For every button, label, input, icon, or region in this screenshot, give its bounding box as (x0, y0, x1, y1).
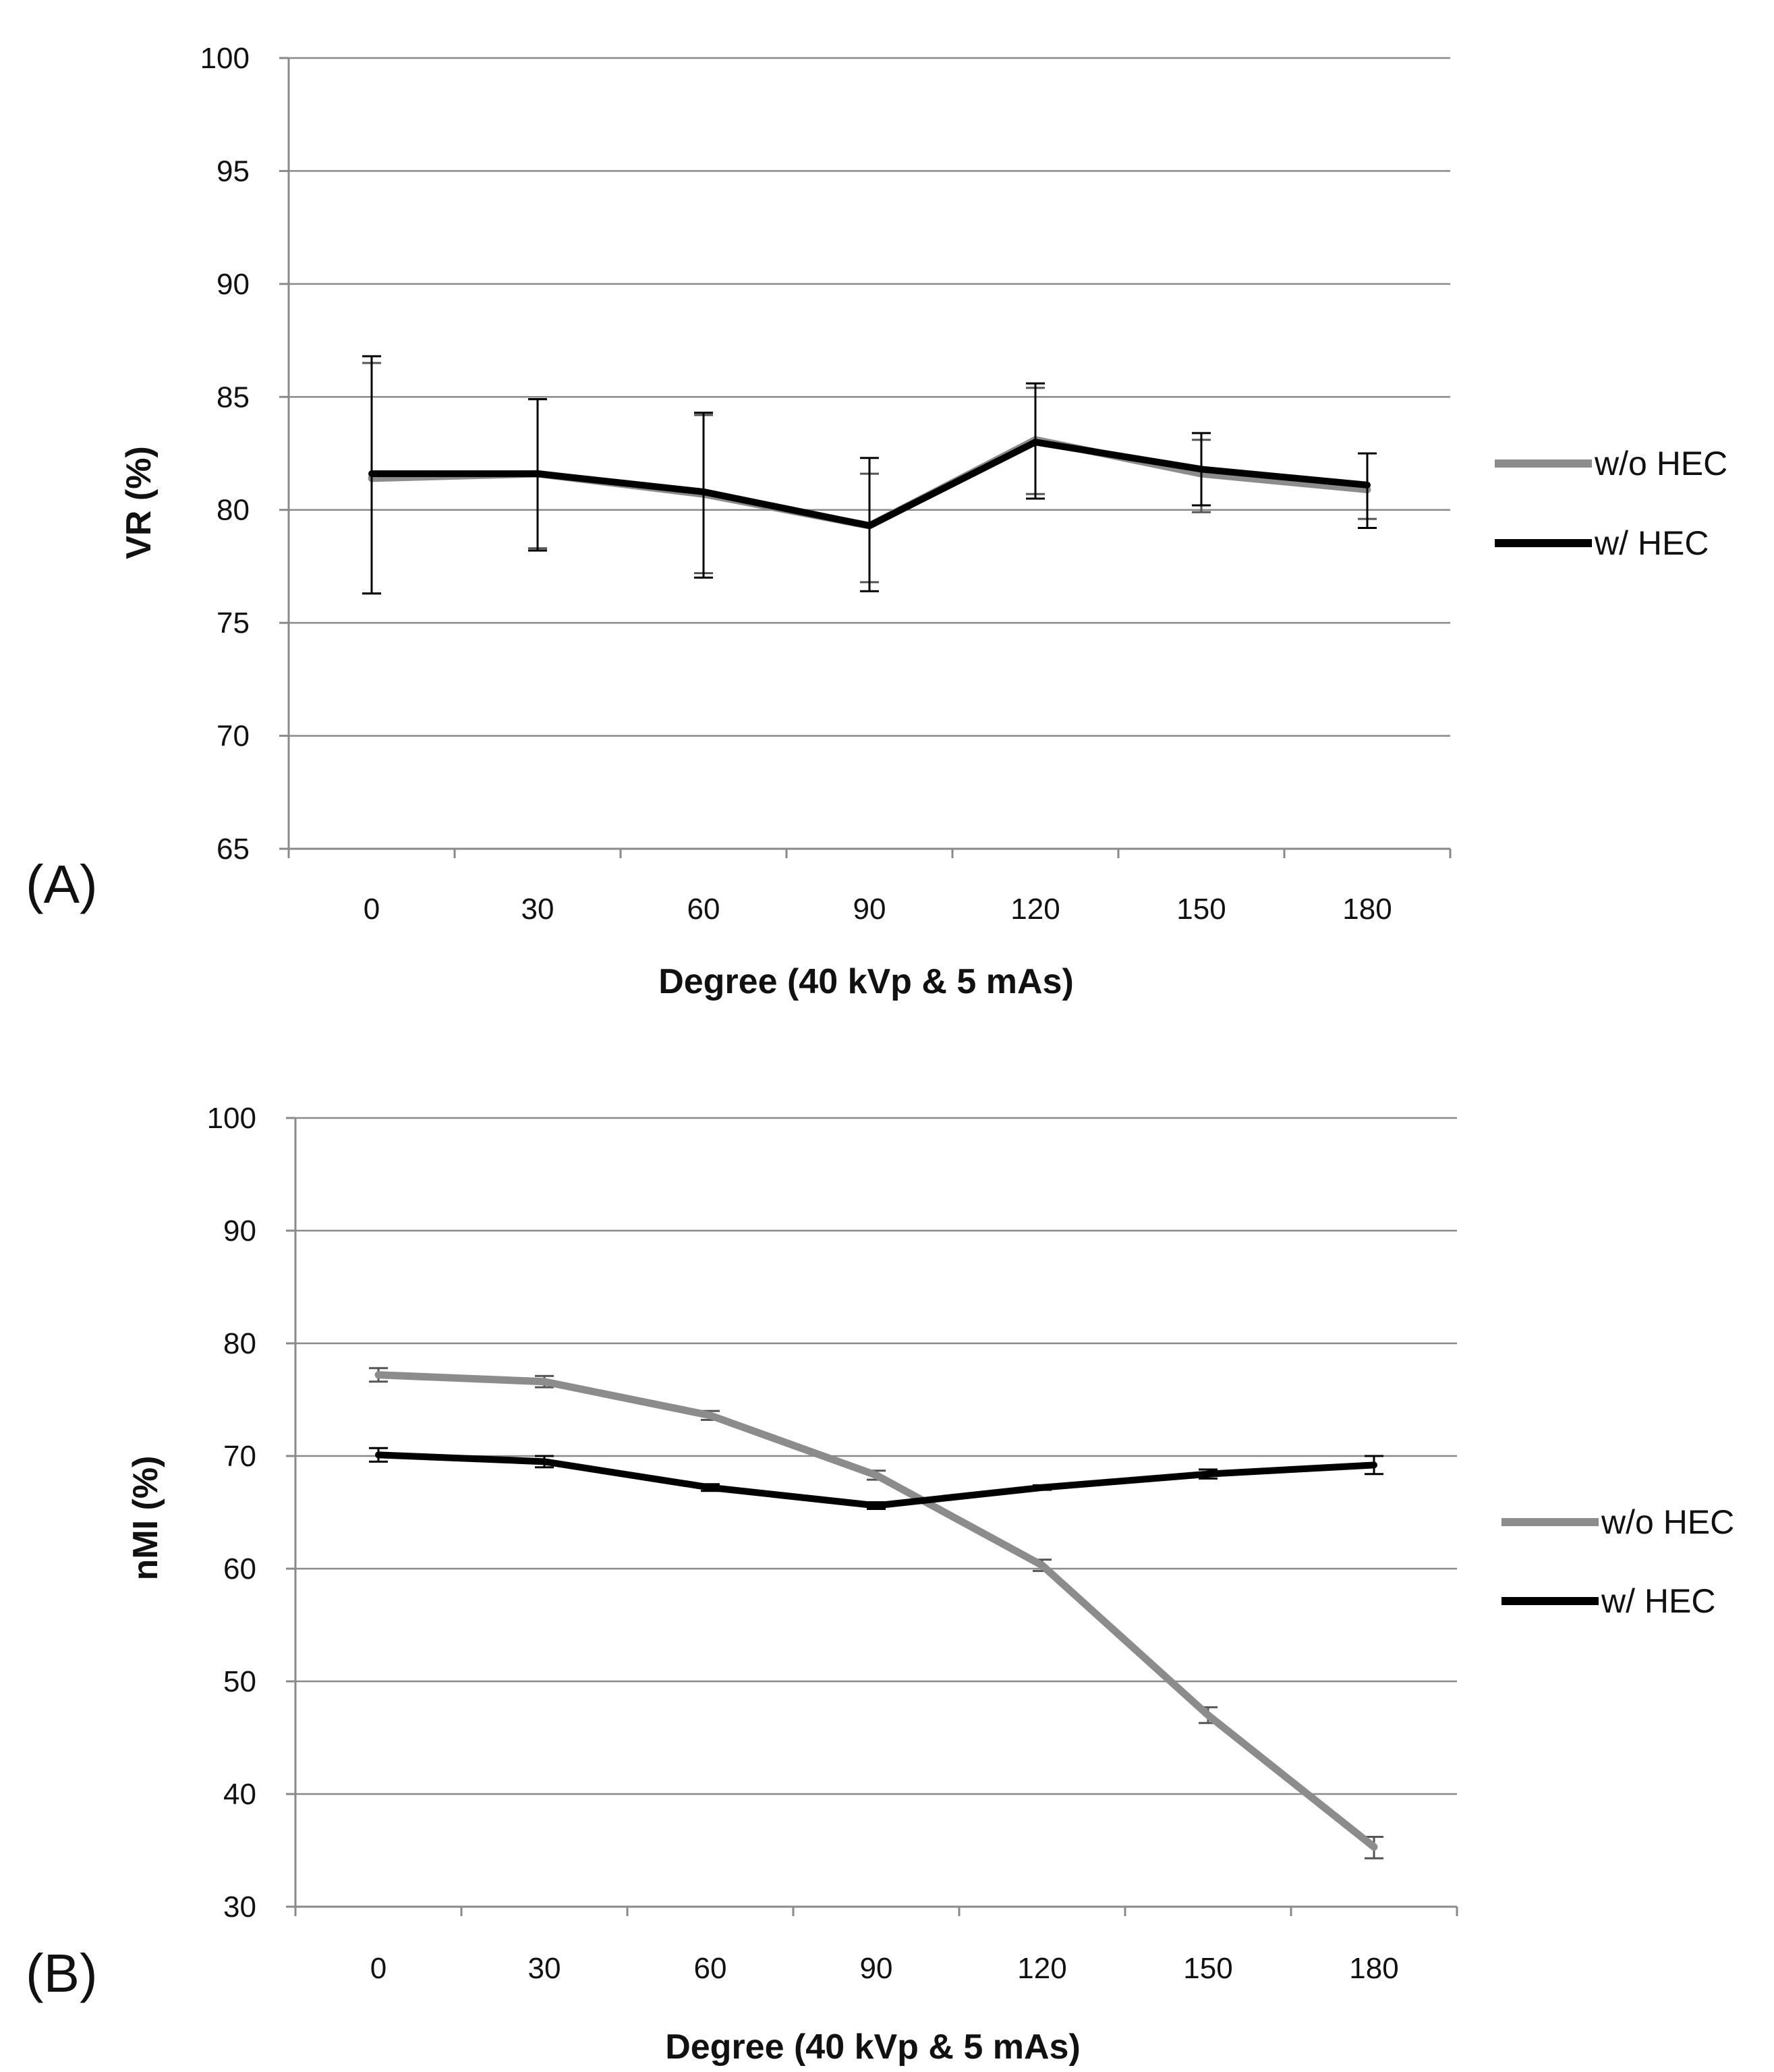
panel-b-y-tick-label: 50 (223, 1665, 256, 1698)
panel-b-y-tick-label: 30 (223, 1891, 256, 1924)
panel-b-legend-label-w-hec: w/ HEC (1601, 1582, 1715, 1620)
panel-a-x-tick-label: 150 (1176, 893, 1226, 926)
panel-a-x-tick-label: 120 (1010, 893, 1060, 926)
panel-a-gridlines (289, 57, 1450, 737)
panel-b-x-tick-label: 60 (694, 1952, 727, 1985)
panel-b-y-axis-title: nMI (%) (126, 1456, 165, 1581)
panel-b-y-tick-label: 60 (223, 1552, 256, 1586)
panel-a-legend: w/o HEC w/ HEC (1495, 445, 1727, 562)
panel-a-y-tick-label: 100 (200, 42, 250, 75)
panel-a-y-tick-label: 95 (217, 155, 250, 188)
panel-a-y-tick-label: 70 (217, 720, 250, 753)
panel-a-y-tick-labels: 65 70 75 80 85 90 95 100 (200, 42, 250, 866)
panel-b-x-tick-label: 150 (1183, 1952, 1232, 1985)
panel-b-y-tick-label: 90 (223, 1214, 256, 1248)
panel-a-y-tick-label: 80 (217, 494, 250, 527)
panel-b-y-tick-labels: 30 40 50 60 70 80 90 100 (207, 1102, 256, 1924)
panel-a-x-tick-label: 0 (364, 893, 380, 926)
panel-b-x-tick-label: 30 (528, 1952, 561, 1985)
panel-b-x-axis-title: Degree (40 kVp & 5 mAs) (665, 2027, 1081, 2067)
panel-b-y-tick-label: 70 (223, 1440, 256, 1473)
panel-b-legend: w/o HEC w/ HEC (1501, 1503, 1734, 1620)
panel-a-legend-label-w-hec: w/ HEC (1594, 524, 1709, 562)
panel-b-x-tick-label: 180 (1349, 1952, 1398, 1985)
panel-a-x-tick-labels: 0 30 60 90 120 150 180 (364, 893, 1392, 926)
panel-a-y-tick-label: 90 (217, 268, 250, 301)
panel-a-y-axis-title: VR (%) (119, 446, 159, 559)
panel-b-x-tick-labels: 0 30 60 90 120 150 180 (370, 1952, 1399, 1985)
panel-a-y-tick-label: 65 (217, 833, 250, 866)
panel-a-x-tick-label: 30 (521, 893, 554, 926)
panel-b-y-tick-label: 40 (223, 1778, 256, 1811)
panel-a-y-tick-label: 75 (217, 607, 250, 640)
panel-b-x-tick-label: 0 (370, 1952, 387, 1985)
panel-b-series-w-o-hec-error-bars (369, 1367, 1383, 1859)
panel-a-x-tick-label: 60 (687, 893, 720, 926)
panel-b-legend-label-wo-hec: w/o HEC (1601, 1503, 1734, 1541)
panel-b-series-line-w-hec (375, 1451, 1377, 1509)
panel-a-series (362, 355, 1377, 595)
panel-b-series (369, 1367, 1383, 1859)
panel-b-label: (B) (26, 1943, 98, 2003)
panel-a-x-tick-label: 90 (853, 893, 886, 926)
panel-a-axes (279, 57, 1452, 858)
panel-a-y-tick-label: 85 (217, 381, 250, 414)
panel-b-axes (286, 1117, 1458, 1916)
panel-b-gridlines (295, 1117, 1457, 1795)
panel-a-label: (A) (26, 854, 98, 914)
panel-a-chart: 65 70 75 80 85 90 95 100 0 30 60 90 120 150 180 VR (%… (26, 42, 1727, 1001)
panel-b-chart: 30 40 50 60 70 80 90 100 0 30 60 90 120 150 180 nMI (… (26, 1102, 1734, 2067)
panel-a-x-tick-label: 180 (1342, 893, 1392, 926)
panel-a-series-line-w-hec (368, 439, 1371, 530)
panel-b-series-line-w-o-hec (374, 1371, 1378, 1851)
panel-b-x-tick-label: 120 (1017, 1952, 1066, 1985)
panel-b-x-tick-label: 90 (860, 1952, 893, 1985)
panel-b-y-tick-label: 100 (207, 1102, 256, 1135)
panel-a-legend-label-wo-hec: w/o HEC (1594, 445, 1727, 482)
panel-a-x-axis-title: Degree (40 kVp & 5 mAs) (658, 962, 1074, 1001)
panel-b-y-tick-label: 80 (223, 1327, 256, 1360)
